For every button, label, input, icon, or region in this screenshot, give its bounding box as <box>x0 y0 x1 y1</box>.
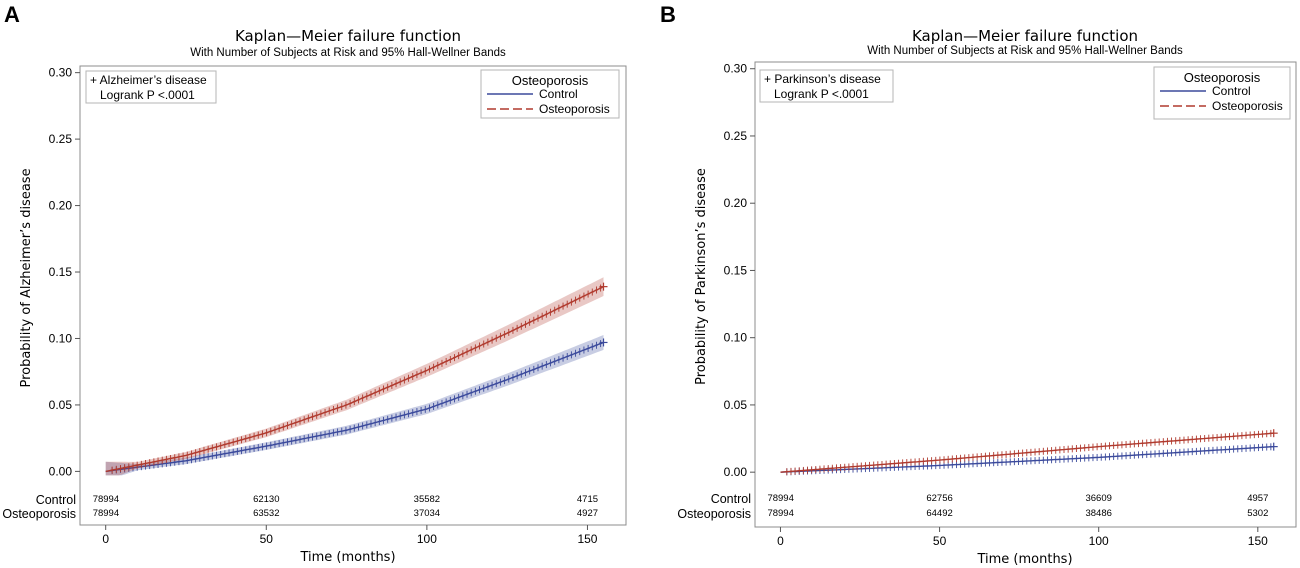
panel-a-title: Kaplan—Meier failure function <box>235 27 461 45</box>
panel-b-at-risk-value: 62756 <box>926 493 952 504</box>
panel-b-ytick-label: 0.15 <box>724 263 748 277</box>
panel-b-y-axis-label: Probability of Parkinson’s disease <box>694 168 709 385</box>
panel-a-at-risk-value: 62130 <box>253 494 279 505</box>
panel-b-at-risk-value: 64492 <box>926 508 952 519</box>
panel-a-legend-label-osteoporosis: Osteoporosis <box>539 102 610 116</box>
panel-a-control-line <box>105 341 604 473</box>
panel-b-title: Kaplan—Meier failure function <box>912 27 1138 45</box>
panel-b-xtick-label: 100 <box>1089 534 1109 548</box>
panel-b-xtick-label: 150 <box>1248 534 1268 548</box>
panel-b-xtick-label: 50 <box>933 534 947 548</box>
panel-b-plot-frame <box>754 61 1297 528</box>
panel-b-ytick-label: 0.05 <box>724 398 748 412</box>
panel-b-subtitle: With Number of Subjects at Risk and 95% … <box>867 45 1183 57</box>
panel-b-legend-title: Osteoporosis <box>1184 70 1261 85</box>
panel-b-letter: B <box>660 2 676 27</box>
panel-a-osteoporosis-line <box>105 285 604 473</box>
panel-a-ytick-label: 0.05 <box>49 398 73 412</box>
panel-a-xtick-label: 50 <box>260 532 274 546</box>
panel-a-inset-disease: + Alzheimer’s disease <box>90 73 207 87</box>
panel-a-xtick-label: 0 <box>102 532 109 546</box>
panel-b-legend-label-osteoporosis: Osteoporosis <box>1212 99 1283 113</box>
panel-a-ytick-label: 0.15 <box>49 265 73 279</box>
panel-a-ytick-label: 0.25 <box>49 132 73 146</box>
panel-b-at-risk-label: Osteoporosis <box>677 507 751 521</box>
panel-a-at-risk-value: 78994 <box>93 508 119 519</box>
panel-b-inset-box <box>759 69 894 103</box>
panel-a-y-axis-label: Probability of Alzheimer’s disease <box>19 168 34 387</box>
panel-a-at-risk-value: 4715 <box>577 494 598 505</box>
panel-a-ytick-label: 0.00 <box>49 464 73 478</box>
panel-a-ytick-label: 0.30 <box>49 66 73 80</box>
panel-a-at-risk-value: 78994 <box>93 494 119 505</box>
panel-a-xtick-label: 150 <box>577 532 597 546</box>
panel-b-ytick-label: 0.10 <box>724 331 748 345</box>
panel-a-xtick-label: 100 <box>417 532 437 546</box>
panel-b-inset-disease: + Parkinson’s disease <box>764 72 881 86</box>
panel-a-at-risk-value: 63532 <box>253 508 279 519</box>
panel-a-at-risk-label: Control <box>36 493 76 507</box>
panel-a-legend-title: Osteoporosis <box>512 73 589 88</box>
panel-a-subtitle: With Number of Subjects at Risk and 95% … <box>190 47 506 59</box>
panel-a-legend-label-control: Control <box>539 87 578 101</box>
panel-b-at-risk-label: Control <box>711 492 751 506</box>
panel-b-control-censor-marks <box>785 443 1273 476</box>
panel-a-letter: A <box>4 2 20 27</box>
panel-a-inset-logrank: Logrank P <.0001 <box>100 88 195 102</box>
panel-b-at-risk-value: 78994 <box>767 508 793 519</box>
panel-a-osteoporosis-censor-marks <box>110 284 603 474</box>
panel-b-ytick-label: 0.20 <box>724 196 748 210</box>
panel-b-at-risk-value: 36609 <box>1085 493 1111 504</box>
panel-a-inset-box <box>85 70 217 104</box>
panel-b-ytick-label: 0.00 <box>724 465 748 479</box>
panel-a-at-risk-value: 37034 <box>414 508 440 519</box>
panel-a-ytick-label: 0.20 <box>49 199 73 213</box>
panel-a-control-censor-marks <box>110 340 603 475</box>
panel-a-at-risk-label: Osteoporosis <box>2 507 76 521</box>
panel-b-ytick-label: 0.25 <box>724 129 748 143</box>
panel-A: A Kaplan—Meier failure function With Numbe… <box>2 2 627 565</box>
panel-b-osteoporosis-censor-marks <box>785 429 1273 476</box>
panel-b-inset-logrank: Logrank P <.0001 <box>774 87 869 101</box>
panel-b-legend-label-control: Control <box>1212 84 1251 98</box>
panel-b-legend-box <box>1153 66 1291 120</box>
panel-b-xtick-label: 0 <box>777 534 784 548</box>
panel-b-at-risk-value: 4957 <box>1247 493 1268 504</box>
panel-b-ytick-label: 0.30 <box>724 62 748 76</box>
panel-a-at-risk-value: 4927 <box>577 508 598 519</box>
panel-a-x-axis-label: Time (months) <box>299 550 395 565</box>
panel-b-at-risk-value: 5302 <box>1247 508 1268 519</box>
panel-a-at-risk-value: 35582 <box>414 494 440 505</box>
panel-b-at-risk-value: 38486 <box>1085 508 1111 519</box>
panel-b-at-risk-value: 78994 <box>767 493 793 504</box>
panel-b-x-axis-label: Time (months) <box>976 552 1072 567</box>
panel-a-plot-frame <box>79 65 627 526</box>
panel-a-ytick-label: 0.10 <box>49 331 73 345</box>
